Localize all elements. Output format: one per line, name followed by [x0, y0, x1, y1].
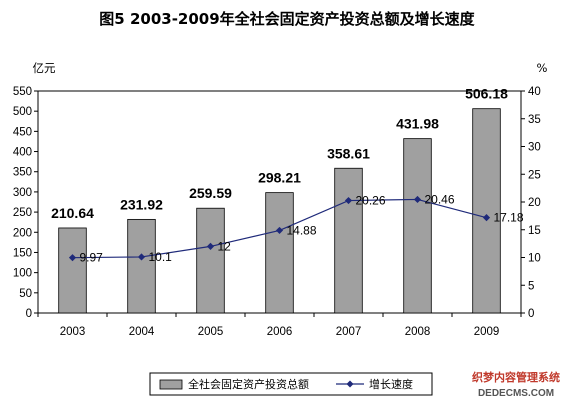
right-axis-tick-label: 20 — [528, 197, 541, 209]
legend-box — [149, 372, 433, 396]
bar-data-label: 358.61 — [327, 145, 370, 161]
right-axis-tick-label: 0 — [528, 308, 534, 320]
left-axis-tick-label: 150 — [13, 247, 32, 259]
growth-data-label: 12 — [218, 239, 232, 253]
watermark-line2: DEDECMS.COM — [478, 388, 554, 399]
bar — [334, 167, 363, 314]
left-axis-tick-label: 350 — [13, 167, 32, 179]
bar — [196, 207, 225, 314]
right-axis-tick-label: 10 — [528, 253, 541, 265]
growth-data-label: 9.97 — [80, 251, 104, 265]
right-axis-tick-label: 25 — [528, 169, 541, 181]
bar — [472, 108, 501, 314]
left-axis-tick-label: 500 — [13, 106, 32, 118]
growth-data-label: 20.26 — [356, 194, 386, 208]
bar-data-label: 210.64 — [51, 205, 94, 221]
growth-data-label: 10.1 — [149, 250, 173, 264]
x-axis-tick-label: 2005 — [198, 326, 224, 338]
bar — [127, 218, 156, 314]
legend-line-marker — [346, 380, 354, 388]
x-axis-tick-label: 2009 — [474, 326, 500, 338]
growth-point — [275, 226, 284, 235]
left-axis-tick-label: 550 — [13, 86, 32, 98]
left-axis-tick-label: 300 — [13, 187, 32, 199]
x-axis-tick-label: 2008 — [405, 326, 431, 338]
growth-point — [206, 242, 215, 250]
bar — [58, 227, 87, 314]
legend-line-label: 增长速度 — [369, 377, 413, 391]
growth-point — [413, 195, 422, 204]
left-axis-tick-label: 200 — [13, 227, 32, 239]
right-axis-tick-label: 5 — [528, 280, 534, 292]
growth-data-label: 17.18 — [494, 211, 524, 225]
x-axis-tick-label: 2007 — [336, 326, 362, 338]
plot-area: 0 50 100 150 200 250 300 350 400 450 500 550 0 5 10 15 2… — [13, 86, 541, 338]
left-axis-tick-label: 250 — [13, 207, 32, 219]
right-axis-unit: % — [537, 61, 548, 75]
left-axis-tick-label: 450 — [13, 126, 32, 138]
growth-point — [68, 254, 77, 262]
bar-data-label: 298.21 — [258, 170, 301, 186]
growth-data-label: 20.46 — [425, 192, 455, 206]
legend-bar-label: 全社会固定资产投资总额 — [188, 377, 309, 391]
chart-title: 图5 2003-2009年全社会固定资产投资总额及增长速度 — [99, 10, 475, 28]
x-axis-tick-label: 2006 — [267, 326, 293, 338]
bar-data-label: 506.18 — [465, 86, 508, 102]
right-axis-tick-label: 30 — [528, 142, 541, 154]
right-axis-tick-label: 40 — [528, 86, 541, 98]
left-axis-tick-label: 0 — [26, 308, 32, 320]
watermark-line1: 织梦内容管理系统 — [472, 370, 560, 384]
growth-point — [137, 253, 146, 261]
left-axis-tick-label: 50 — [19, 288, 32, 300]
bar — [403, 138, 432, 314]
growth-data-label: 14.88 — [287, 223, 317, 237]
legend-bar-swatch — [159, 379, 183, 390]
right-axis-tick-label: 35 — [528, 114, 541, 126]
growth-point — [482, 214, 491, 222]
left-axis-unit: 亿元 — [33, 61, 56, 75]
legend: 全社会固定资产投资总额 增长速度 — [149, 372, 433, 396]
left-axis-tick-label: 100 — [13, 268, 32, 280]
bar-data-label: 431.98 — [396, 116, 439, 132]
growth-point — [344, 196, 353, 205]
bar-data-label: 231.92 — [120, 196, 163, 212]
bar — [265, 192, 294, 314]
watermark: 织梦内容管理系统 DEDECMS.COM — [472, 370, 560, 399]
x-axis-tick-label: 2003 — [60, 326, 86, 338]
bar-data-label: 259.59 — [189, 185, 232, 201]
right-axis-tick-label: 15 — [528, 225, 541, 237]
x-axis-tick-label: 2004 — [129, 326, 155, 338]
left-axis-tick-label: 400 — [13, 147, 32, 159]
